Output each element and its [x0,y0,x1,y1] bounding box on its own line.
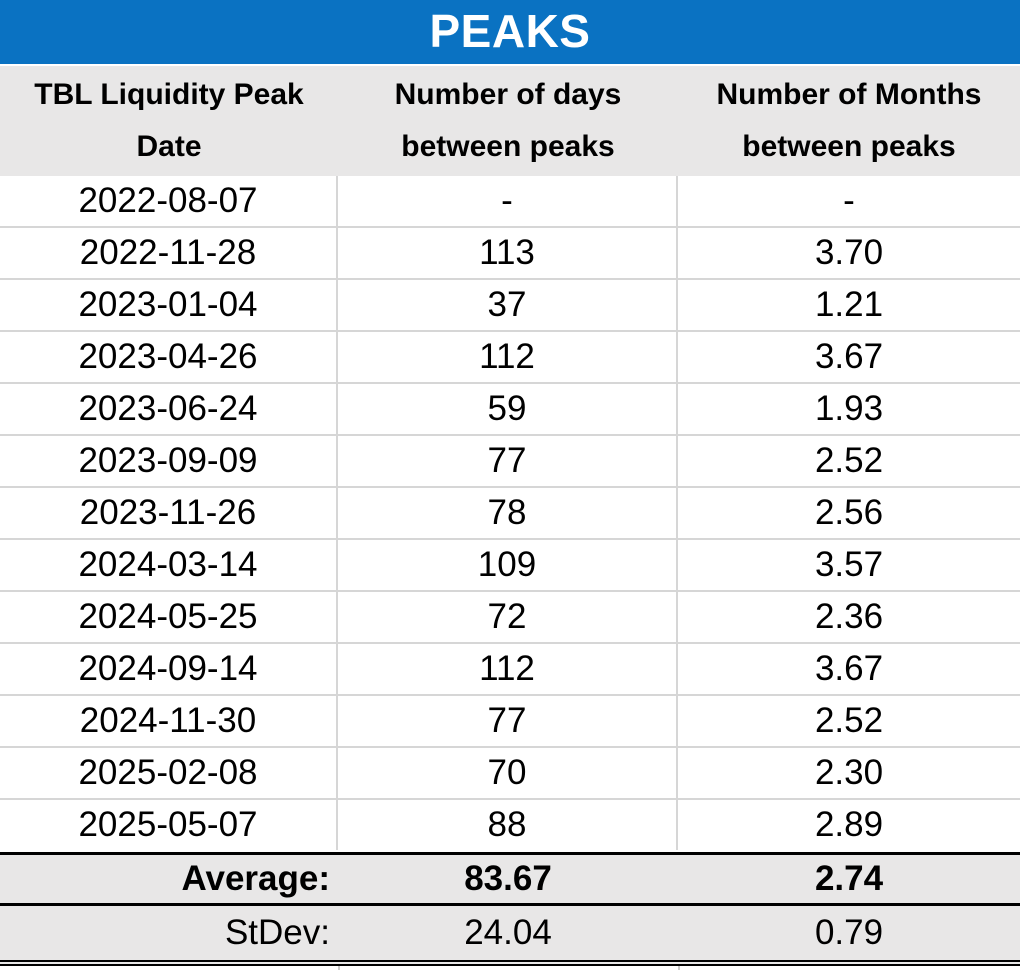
cell-peak-date: 2023-04-26 [0,332,338,382]
cell-peak-date: 2024-03-14 [0,540,338,590]
header-peak-date-line1: TBL Liquidity Peak [34,78,304,111]
cell-months-between: - [843,181,855,220]
table-row: 2022-08-07 - - [0,176,1020,228]
average-days-value: 83.67 [464,859,552,898]
table-title: PEAKS [0,0,1020,64]
gridline-stub [338,966,340,970]
cell-days-between: - [338,176,678,226]
cell-peak-date: 2022-11-28 [0,228,338,278]
cell-days-between: 77 [338,696,678,746]
cell-peak-date: 2025-05-07 [0,800,338,850]
cell-months-between: 3.57 [814,545,884,584]
cell-months-between: 2.89 [814,805,884,844]
table-row: 2023-06-24 59 1.93 [0,384,1020,436]
header-peak-date: TBL Liquidity Peak Date [0,66,338,176]
cell-days-between: 109 [338,540,678,590]
cell-days-between: 113 [338,228,678,278]
table-header: TBL Liquidity Peak Date Number of days b… [0,66,1020,176]
header-peak-date-line2: Date [136,130,202,163]
stdev-label: StDev: [224,913,330,952]
cell-months-between: 2.52 [814,441,884,480]
cell-peak-date: 2023-11-26 [0,488,338,538]
cell-months-between: 3.67 [814,337,884,376]
header-months-between: Number of Months between peaks [678,66,1020,176]
header-days-between: Number of days between peaks [338,66,678,176]
cell-peak-date: 2024-05-25 [0,592,338,642]
table-row: 2024-05-25 72 2.36 [0,592,1020,644]
header-days-line2: between peaks [401,130,615,163]
average-row: Average: 83.67 2.74 [0,852,1020,906]
average-months-value: 2.74 [814,859,884,898]
cell-peak-date: 2025-02-08 [0,748,338,798]
table-body: 2022-08-07 - - 2022-11-28 113 3.70 2023-… [0,176,1020,852]
cell-days-between: 70 [338,748,678,798]
cell-peak-date: 2022-08-07 [0,176,338,226]
table-row: 2023-09-09 77 2.52 [0,436,1020,488]
cell-months-between: 2.30 [814,753,884,792]
table-row: 2024-03-14 109 3.57 [0,540,1020,592]
table-row: 2025-05-07 88 2.89 [0,800,1020,852]
cell-peak-date: 2023-09-09 [0,436,338,486]
table-row: 2025-02-08 70 2.30 [0,748,1020,800]
cell-peak-date: 2023-01-04 [0,280,338,330]
cell-days-between: 59 [338,384,678,434]
table-row: 2024-09-14 112 3.67 [0,644,1020,696]
cell-months-between: 2.56 [814,493,884,532]
cell-days-between: 88 [338,800,678,850]
table-row: 2023-01-04 37 1.21 [0,280,1020,332]
cell-days-between: 112 [338,644,678,694]
stdev-months-value: 0.79 [814,913,884,952]
cell-days-between: 112 [338,332,678,382]
stdev-days-value: 24.04 [464,913,552,952]
cell-peak-date: 2023-06-24 [0,384,338,434]
cell-peak-date: 2024-09-14 [0,644,338,694]
cell-months-between: 1.21 [814,285,884,324]
cell-peak-date: 2024-11-30 [0,696,338,746]
cell-days-between: 78 [338,488,678,538]
table-row: 2023-04-26 112 3.67 [0,332,1020,384]
cell-months-between: 3.70 [814,233,884,272]
table-row: 2023-11-26 78 2.56 [0,488,1020,540]
cell-months-between: 2.36 [814,597,884,636]
stdev-row: StDev: 24.04 0.79 [0,906,1020,966]
cell-months-between: 1.93 [814,389,884,428]
cell-months-between: 2.52 [814,701,884,740]
header-days-line1: Number of days [394,78,622,111]
cell-months-between: 3.67 [814,649,884,688]
header-months-line2: between peaks [742,130,956,163]
next-row-sliver [0,966,1020,970]
average-label: Average: [181,859,331,898]
cell-days-between: 37 [338,280,678,330]
gridline-stub [678,966,680,970]
cell-days-between: 77 [338,436,678,486]
header-months-line1: Number of Months [716,78,982,111]
table-row: 2022-11-28 113 3.70 [0,228,1020,280]
cell-days-between: 72 [338,592,678,642]
table-row: 2024-11-30 77 2.52 [0,696,1020,748]
